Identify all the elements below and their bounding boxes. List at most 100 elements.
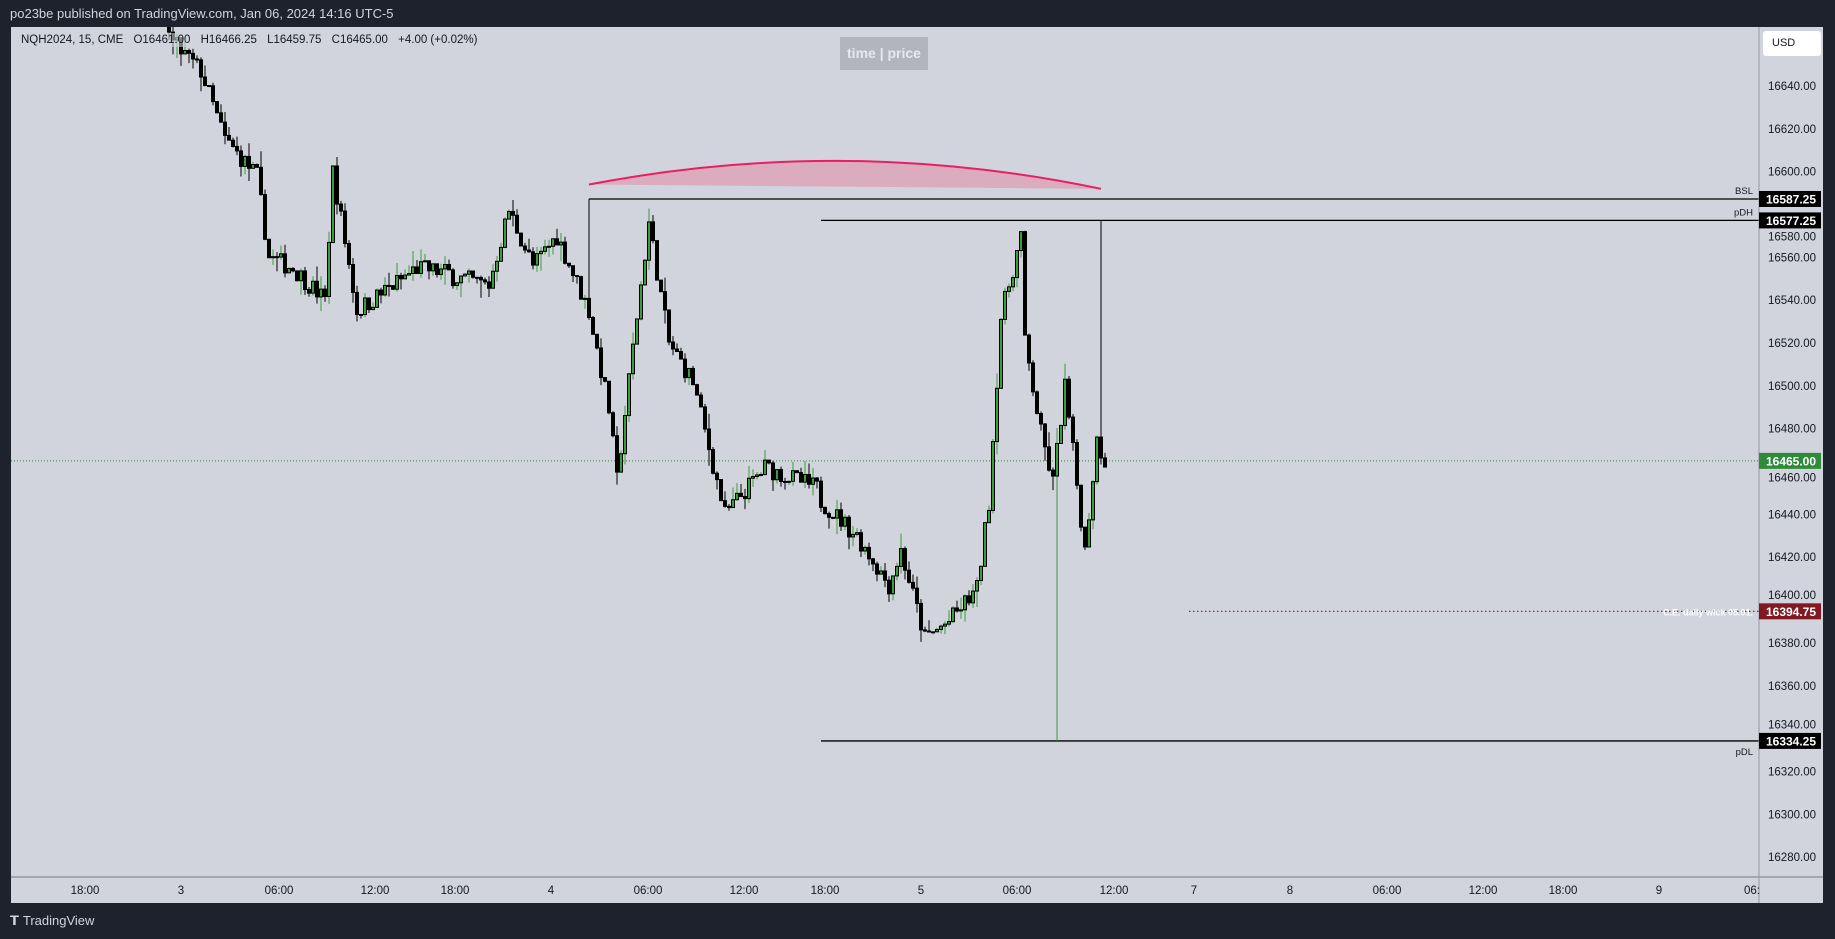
candle-body — [227, 134, 231, 141]
time-tick-label: 7 — [1191, 885, 1197, 897]
candle-body — [267, 238, 271, 259]
candle — [731, 487, 735, 509]
candle — [723, 491, 727, 508]
candle — [811, 467, 815, 496]
candle-body — [891, 575, 895, 595]
candle — [1011, 274, 1015, 292]
candle-body — [1031, 362, 1035, 393]
candle-body — [947, 621, 951, 625]
candle — [387, 272, 391, 297]
price-tag-bg — [1759, 212, 1821, 229]
candle — [955, 600, 959, 613]
candle — [28, 0, 31, 1]
candle — [511, 199, 515, 227]
price-tick-label: 16500.00 — [1768, 381, 1816, 393]
candle-body — [987, 509, 991, 524]
candle — [439, 263, 443, 280]
candle — [867, 542, 871, 566]
candle-body — [1047, 446, 1051, 471]
candle-body — [1027, 334, 1031, 364]
candle — [8, 10, 11, 35]
legend-low: L16459.75 — [267, 34, 322, 46]
candle — [959, 597, 963, 619]
price-tick-label: 16360.00 — [1768, 681, 1816, 693]
candle-body — [695, 384, 699, 396]
price-tick-label: 16560.00 — [1768, 252, 1816, 264]
candle — [851, 525, 855, 547]
time-tick-label: 5 — [918, 885, 924, 897]
candle-body — [351, 264, 355, 293]
candle — [283, 244, 287, 278]
price-tag-label: 16394.75 — [1766, 605, 1816, 619]
candle — [651, 215, 655, 244]
candle — [599, 338, 603, 386]
candle — [911, 574, 915, 591]
price-tick-label: 16420.00 — [1768, 552, 1816, 564]
currency-button[interactable]: USD — [1763, 31, 1821, 56]
candle — [251, 161, 255, 169]
candle — [207, 85, 211, 88]
price-tick-label: 16540.00 — [1768, 295, 1816, 307]
candle — [863, 545, 867, 555]
candle-body — [451, 269, 455, 287]
candle-body — [395, 274, 399, 290]
candle-body — [223, 121, 227, 136]
candle — [431, 263, 435, 276]
candle — [591, 316, 595, 335]
candle — [683, 353, 687, 383]
candle — [691, 365, 695, 386]
price-tick-label: 16480.00 — [1768, 424, 1816, 436]
candle-body — [555, 238, 559, 246]
candle-body — [1007, 286, 1011, 292]
candle — [491, 264, 495, 289]
candle-body — [523, 245, 527, 251]
candle — [947, 610, 951, 627]
candle — [303, 266, 307, 295]
candle — [627, 373, 631, 422]
candle — [463, 272, 467, 277]
candle — [931, 631, 935, 635]
candle-body — [239, 150, 243, 167]
candle-body — [599, 347, 603, 379]
candle-body — [899, 548, 903, 567]
level-label: BSL — [1735, 186, 1753, 197]
candle — [1035, 390, 1039, 415]
candle-body — [1095, 436, 1099, 483]
candle-body — [687, 367, 691, 379]
candle — [455, 282, 459, 291]
candle-body — [8, 21, 11, 29]
candle-body — [783, 480, 787, 483]
candle — [623, 405, 627, 465]
level-label: C.E. daily wick 05.01. — [1663, 607, 1753, 617]
candle — [211, 82, 215, 106]
candle-body — [399, 274, 403, 280]
candle — [703, 403, 707, 433]
tradingview-logo-text[interactable]: TradingView — [22, 913, 95, 928]
candle-body — [391, 285, 395, 290]
candle — [255, 163, 259, 168]
tradingview-logo-icon[interactable]: 𝗧 — [10, 913, 19, 928]
candle-body — [16, 13, 19, 14]
candle — [1015, 250, 1019, 288]
candle — [843, 514, 847, 531]
candle-body — [815, 477, 819, 482]
candle — [667, 309, 671, 346]
candle-body — [1055, 442, 1059, 477]
candle — [587, 198, 591, 320]
candle-body — [863, 546, 867, 552]
candle — [803, 461, 807, 489]
candle-body — [559, 241, 563, 246]
candle — [711, 446, 715, 475]
candle — [395, 262, 399, 292]
candle — [1027, 333, 1031, 371]
candle — [16, 9, 19, 16]
candle — [471, 270, 475, 279]
legend-symbol[interactable]: NQH2024, 15, CME — [21, 34, 124, 46]
candle-body — [835, 509, 839, 519]
candle — [311, 276, 315, 296]
candle-body — [1019, 231, 1023, 252]
candle-body — [459, 275, 463, 284]
candle-body — [547, 245, 551, 248]
candle — [615, 426, 619, 485]
